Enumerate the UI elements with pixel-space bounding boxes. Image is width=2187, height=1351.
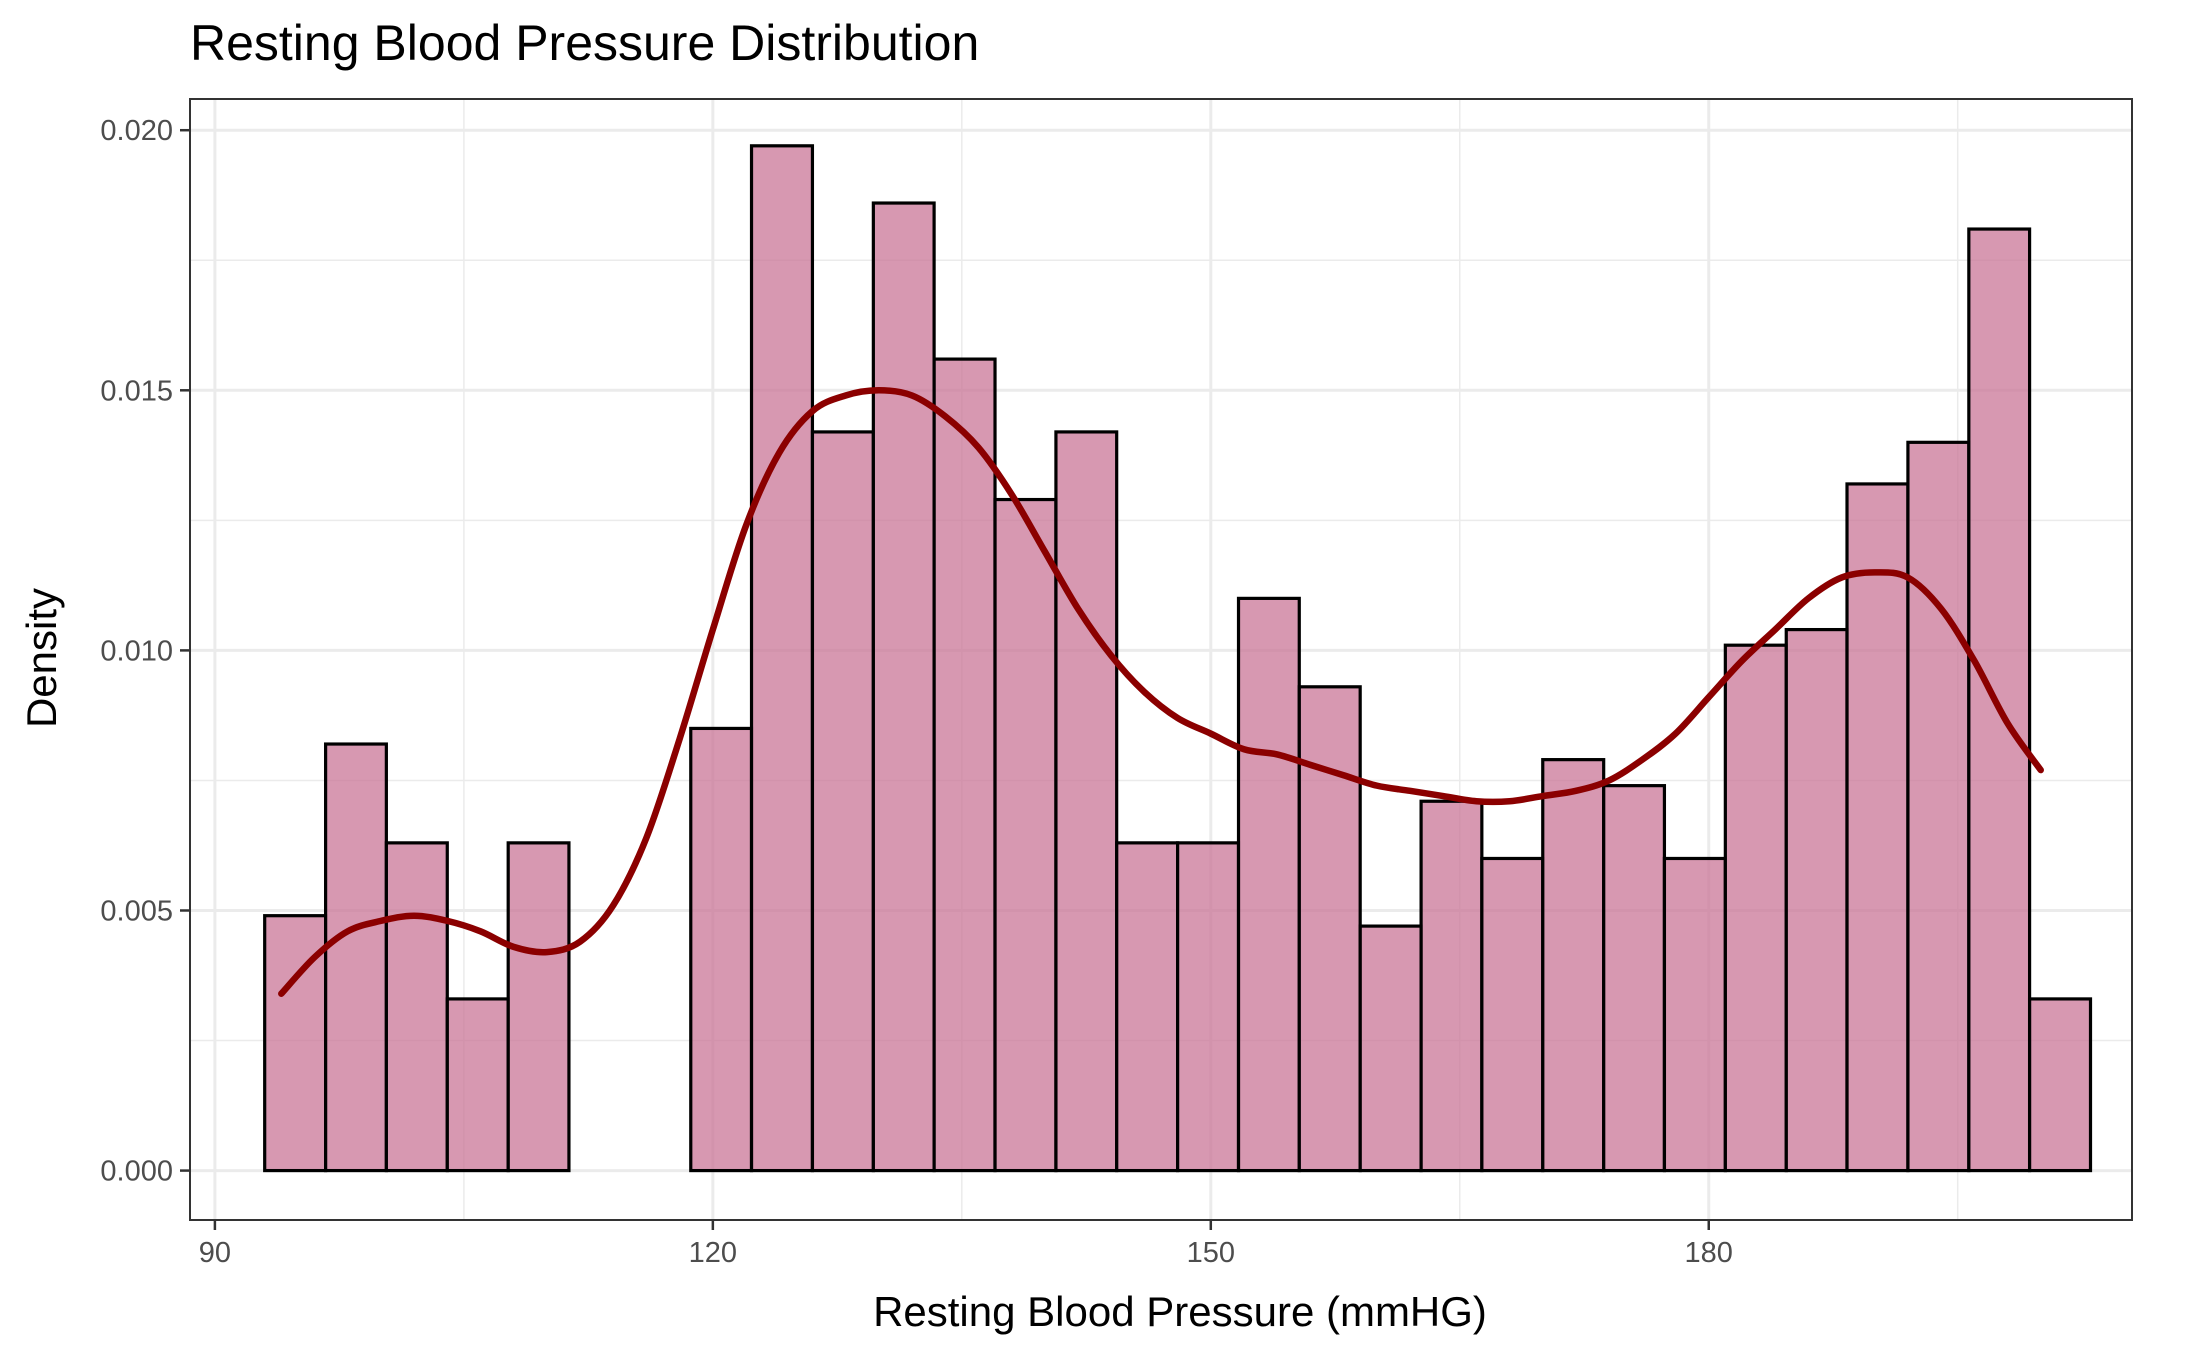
histogram-bar [384, 841, 449, 1173]
histogram-bar [1480, 856, 1545, 1173]
x-tick-label: 180 [1685, 1237, 1733, 1269]
x-tick-label: 150 [1187, 1237, 1235, 1269]
histogram-bar [993, 497, 1058, 1173]
panel-border [189, 98, 2133, 1221]
density-curve [278, 387, 2044, 997]
histogram-bar [1662, 856, 1727, 1173]
histogram-bar [749, 144, 815, 1173]
histogram-bar [689, 726, 754, 1173]
y-axis-label: Density [18, 588, 65, 728]
histogram-bar [1784, 627, 1849, 1173]
y-tick-label: 0.010 [100, 635, 173, 667]
density-curve-layer [278, 387, 2044, 997]
histogram-bar [1115, 841, 1180, 1173]
y-tick-label: 0.020 [100, 115, 173, 147]
histogram-bar [1297, 685, 1362, 1173]
histogram-bar [1419, 799, 1484, 1173]
histogram-bar [1967, 227, 2032, 1173]
x-tick-label: 120 [689, 1237, 737, 1269]
histogram-bars [263, 144, 2093, 1173]
y-tick-label: 0.000 [100, 1156, 173, 1188]
histogram-bar [324, 742, 388, 1173]
chart-title: Resting Blood Pressure Distribution [190, 15, 979, 71]
histogram-bar [445, 997, 510, 1173]
histogram-bar [1602, 784, 1667, 1173]
histogram-bar [1541, 758, 1606, 1173]
histogram-bar [871, 201, 936, 1173]
histogram-bar [1175, 841, 1241, 1173]
histogram-bar [2027, 997, 2093, 1173]
histogram-bar [1358, 924, 1423, 1173]
x-axis-label: Resting Blood Pressure (mmHG) [873, 1288, 1487, 1335]
histogram-bar [932, 357, 997, 1173]
histogram-bar [1236, 596, 1301, 1173]
x-axis: 90 120 150 180 [199, 1220, 1733, 1269]
y-tick-label: 0.005 [100, 895, 173, 927]
histogram-bar [1054, 430, 1119, 1173]
histogram-bar [1723, 643, 1788, 1173]
y-tick-label: 0.015 [100, 375, 173, 407]
histogram-bar [1845, 482, 1910, 1173]
histogram-bar [1906, 440, 1971, 1173]
histogram-bar [506, 841, 571, 1173]
histogram-bar [810, 430, 875, 1173]
y-axis: 0.000 0.005 0.010 0.015 0.020 [100, 115, 190, 1188]
x-tick-label: 90 [199, 1237, 231, 1269]
